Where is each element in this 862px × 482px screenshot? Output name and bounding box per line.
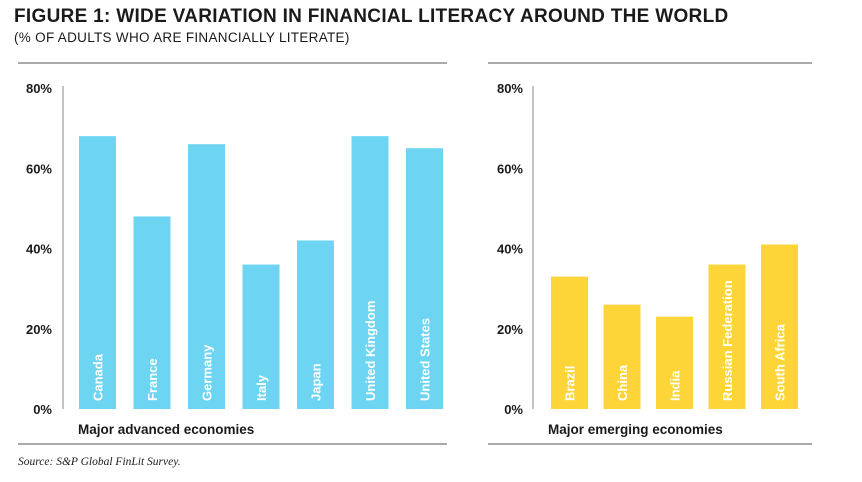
bar-label: Germany (200, 344, 215, 401)
bar-united-kingdom (351, 136, 389, 409)
bar-united-states (406, 148, 443, 409)
bar-label: Japan (309, 363, 324, 401)
advanced-economies-panel: 0% 20% 40% 60% 80% Canada France Germany Italy Ja… (26, 81, 443, 437)
bar-germany (188, 144, 225, 410)
bar-italy (242, 264, 280, 409)
y-tick-label: 0% (33, 402, 52, 417)
group-label: Major advanced economies (78, 422, 254, 437)
y-tick-label: 40% (26, 242, 52, 257)
bar-label: Russian Federation (720, 280, 735, 401)
y-tick-label: 60% (497, 161, 523, 176)
bar-china (603, 304, 641, 409)
y-tick-label: 20% (497, 322, 523, 337)
y-tick-label: 80% (26, 81, 52, 96)
bar-india (656, 316, 693, 409)
y-tick-label: 0% (504, 402, 523, 417)
figure-title: FIGURE 1: WIDE VARIATION IN FINANCIAL LI… (14, 6, 729, 27)
group-label: Major emerging economies (548, 422, 723, 437)
bar-label: Italy (254, 374, 269, 401)
bar-japan (297, 240, 334, 409)
bar-france (133, 216, 171, 409)
y-tick-label: 80% (497, 81, 523, 96)
emerging-economies-panel: 0% 20% 40% 60% 80% Brazil China India Russian Fe… (497, 81, 798, 437)
bar-label: China (615, 364, 630, 401)
bar-label: Brazil (563, 366, 578, 401)
bar-label: Canada (91, 353, 106, 401)
bar-label: South Africa (773, 323, 788, 401)
y-tick-label: 60% (26, 161, 52, 176)
bar-label: United Kingdom (363, 301, 378, 401)
bar-label: United States (418, 318, 433, 401)
bar-south-africa (761, 244, 798, 409)
bar-label: France (145, 358, 160, 401)
bar-label: India (668, 370, 683, 401)
bar-russian-federation (708, 264, 746, 409)
bar-canada (79, 136, 116, 409)
figure-subtitle: (% OF ADULTS WHO ARE FINANCIALLY LITERAT… (14, 30, 350, 45)
bar-brazil (551, 276, 588, 409)
source-note: Source: S&P Global FinLit Survey. (18, 456, 181, 468)
y-tick-label: 20% (26, 322, 52, 337)
y-tick-label: 40% (497, 242, 523, 257)
